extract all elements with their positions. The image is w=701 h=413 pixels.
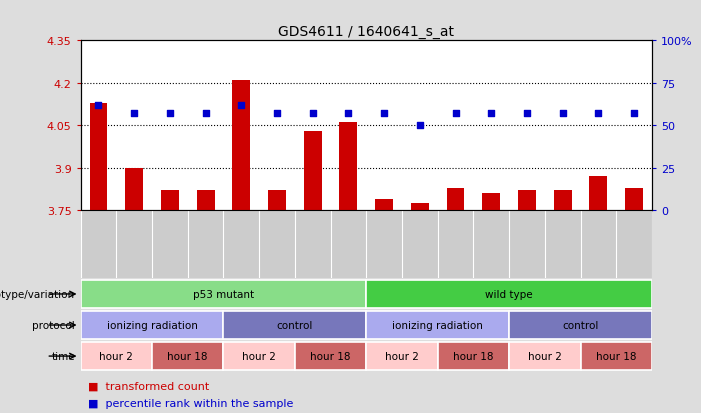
- Point: [379, 111, 390, 117]
- Point: [522, 111, 533, 117]
- Text: hour 18: hour 18: [168, 351, 208, 361]
- Text: ■  percentile rank within the sample: ■ percentile rank within the sample: [88, 398, 293, 408]
- Bar: [366, 280, 652, 309]
- Point: [200, 111, 211, 117]
- Bar: [366, 342, 437, 370]
- Point: [164, 111, 175, 117]
- Bar: [81, 342, 152, 370]
- Text: time: time: [51, 351, 75, 361]
- Bar: [152, 342, 224, 370]
- Point: [414, 123, 426, 129]
- Bar: [81, 311, 224, 339]
- Text: hour 18: hour 18: [453, 351, 494, 361]
- Bar: [411, 204, 429, 211]
- Title: GDS4611 / 1640641_s_at: GDS4611 / 1640641_s_at: [278, 25, 454, 39]
- Text: ionizing radiation: ionizing radiation: [393, 320, 483, 330]
- Bar: [509, 311, 652, 339]
- Text: ■  transformed count: ■ transformed count: [88, 381, 209, 391]
- Bar: [224, 311, 366, 339]
- Text: hour 18: hour 18: [311, 351, 350, 361]
- Bar: [366, 311, 509, 339]
- Text: protocol: protocol: [32, 320, 75, 330]
- Bar: [509, 342, 580, 370]
- Bar: [339, 123, 358, 211]
- Bar: [304, 132, 322, 211]
- Point: [271, 111, 283, 117]
- Bar: [580, 342, 652, 370]
- Bar: [268, 191, 286, 211]
- Bar: [437, 342, 509, 370]
- Text: hour 2: hour 2: [100, 351, 133, 361]
- Text: hour 18: hour 18: [596, 351, 637, 361]
- Bar: [81, 280, 366, 309]
- Bar: [224, 342, 295, 370]
- Text: wild type: wild type: [485, 289, 533, 299]
- Bar: [90, 103, 107, 211]
- Point: [593, 111, 604, 117]
- Bar: [295, 342, 366, 370]
- Bar: [518, 191, 536, 211]
- Bar: [625, 188, 643, 211]
- Text: control: control: [562, 320, 599, 330]
- Bar: [125, 169, 143, 211]
- Bar: [375, 199, 393, 211]
- Bar: [554, 191, 571, 211]
- Point: [307, 111, 318, 117]
- Text: hour 2: hour 2: [385, 351, 419, 361]
- Text: hour 2: hour 2: [243, 351, 276, 361]
- Bar: [447, 188, 465, 211]
- Point: [343, 111, 354, 117]
- Point: [486, 111, 497, 117]
- Bar: [161, 191, 179, 211]
- Bar: [590, 177, 607, 211]
- Point: [128, 111, 139, 117]
- Text: control: control: [277, 320, 313, 330]
- Bar: [197, 191, 215, 211]
- Text: ionizing radiation: ionizing radiation: [107, 320, 198, 330]
- Text: hour 2: hour 2: [528, 351, 562, 361]
- Point: [236, 102, 247, 109]
- Point: [629, 111, 640, 117]
- Text: genotype/variation: genotype/variation: [0, 289, 75, 299]
- Bar: [232, 81, 250, 211]
- Point: [450, 111, 461, 117]
- Point: [93, 102, 104, 109]
- Bar: [482, 194, 501, 211]
- Text: p53 mutant: p53 mutant: [193, 289, 254, 299]
- Point: [557, 111, 569, 117]
